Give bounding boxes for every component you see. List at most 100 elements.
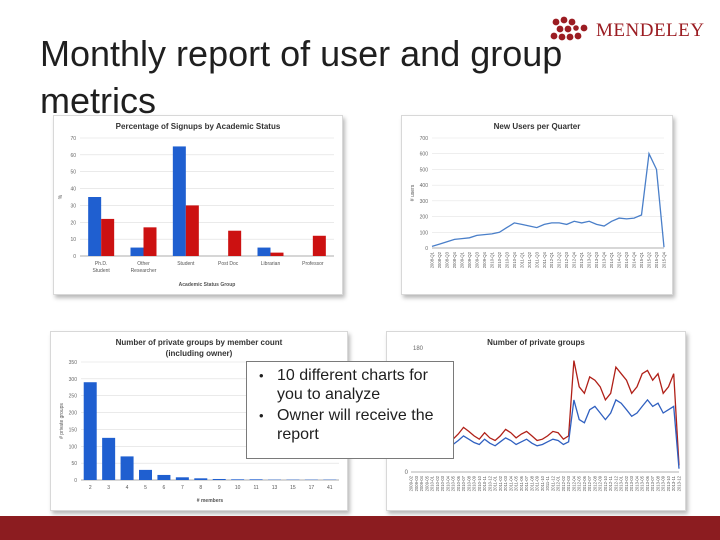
y-tick-label: 30 <box>70 203 76 209</box>
bar <box>194 478 208 480</box>
y-tick-label: 20 <box>70 220 76 226</box>
x-tick-label: 2011-12 <box>550 475 555 491</box>
x-tick-label: 2011-09 <box>535 475 540 491</box>
x-tick-label: 3 <box>107 485 110 491</box>
x-tick-label: Ph.D. <box>95 261 108 267</box>
x-tick-label: 6 <box>163 485 166 491</box>
chart-title: (including owner) <box>166 349 233 358</box>
x-tick-label: 2012-12 <box>613 475 618 491</box>
y-axis-label: % <box>58 194 64 199</box>
bar <box>312 235 326 256</box>
x-tick-label: 2010-09 <box>472 475 477 491</box>
x-tick-label: 2011-Q3 <box>534 251 539 268</box>
chart-title: Number of private groups by member count <box>116 338 283 347</box>
y-tick-label: 40 <box>70 187 76 193</box>
y-tick-label: 100 <box>420 230 429 236</box>
y-tick-label: 10 <box>70 237 76 243</box>
x-tick-label: 2013-08 <box>656 475 661 491</box>
x-tick-label: 2008-Q4 <box>452 251 457 268</box>
x-tick-label: Student <box>177 261 195 267</box>
bar <box>102 437 116 480</box>
footer-bar <box>0 516 720 540</box>
series-line <box>431 151 665 248</box>
x-tick-label: 2008-Q1 <box>430 251 435 268</box>
y-tick-label: 0 <box>74 478 77 484</box>
x-tick-label: 2015-Q2 <box>647 251 652 268</box>
x-tick-label: Post Doc <box>218 261 239 267</box>
x-tick-label: 2012-Q3 <box>564 251 569 268</box>
x-tick-label: 2010-06 <box>456 475 461 491</box>
x-tick-label: 2010-03 <box>440 475 445 491</box>
x-tick-label: 2015-Q4 <box>662 251 667 268</box>
x-tick-label: 2011-11 <box>545 475 550 490</box>
x-tick-label: 2010-Q2 <box>497 251 502 268</box>
y-tick-label: 300 <box>420 199 429 205</box>
y-tick-label: 500 <box>420 167 429 173</box>
x-tick-label: 2011-Q4 <box>542 251 547 268</box>
bar <box>185 205 199 256</box>
x-tick-label: 2013-Q1 <box>579 251 584 268</box>
x-tick-label: 2015-Q1 <box>639 251 644 268</box>
x-tick-label: 2013-12 <box>677 475 682 491</box>
bar <box>120 456 134 480</box>
x-tick-label: 2009-05 <box>424 475 429 491</box>
x-tick-label: 2010-Q4 <box>512 251 517 268</box>
callout-box: 10 different charts for you to analyze O… <box>246 361 454 459</box>
x-tick-label: 2012-Q4 <box>572 251 577 268</box>
chart-title: Number of private groups <box>487 338 585 347</box>
slide-title: Monthly report of user and group metrics <box>40 33 563 121</box>
x-tick-label: 2013-03 <box>629 475 634 491</box>
bar <box>88 197 102 256</box>
x-tick-label: 2 <box>89 485 92 491</box>
x-tick-label: 2010-08 <box>466 475 471 491</box>
x-tick-label: 9 <box>218 485 221 491</box>
x-tick-label: 2013-06 <box>645 475 650 491</box>
x-axis-label: # members <box>197 498 224 504</box>
series-line <box>410 398 680 469</box>
new-users-chart: New Users per Quarter 0 100 200 300 400 500 600… <box>410 122 667 268</box>
member-count-chart: Number of private groups by member count… <box>59 338 339 504</box>
x-tick-label: Other <box>137 261 150 267</box>
x-tick-label: 2012-08 <box>592 475 597 491</box>
bar <box>143 227 157 256</box>
x-tick-label: 2011-Q2 <box>527 251 532 268</box>
x-tick-label: 2012-11 <box>608 475 613 491</box>
callout-item: 10 different charts for you to analyze <box>255 366 445 404</box>
y-tick-label: 70 <box>70 136 76 142</box>
x-tick-label: 2012-02 <box>561 475 566 491</box>
x-tick-label: 2013-01 <box>619 475 624 491</box>
bar <box>83 382 97 480</box>
bar <box>212 478 226 480</box>
bar <box>130 247 144 256</box>
x-tick-label: 2012-05 <box>577 475 582 491</box>
x-tick-label: 2013-10 <box>666 475 671 491</box>
x-tick-label: 2009-Q3 <box>474 251 479 268</box>
bar <box>228 230 242 256</box>
x-tick-label: 2011-02 <box>498 475 503 491</box>
brand-name: MENDELEY <box>596 20 705 41</box>
y-tick-label: 180 <box>413 346 424 352</box>
x-tick-label: 2010-12 <box>487 475 492 491</box>
x-tick-label: 2012-07 <box>587 475 592 491</box>
y-axis-label: # users <box>410 184 416 201</box>
x-tick-label: 2014-Q2 <box>617 251 622 268</box>
x-tick-label: 2011-10 <box>540 475 545 491</box>
x-tick-label: 2010-05 <box>451 475 456 491</box>
x-tick-label: 2012-04 <box>571 475 576 491</box>
x-tick-label: 2012-06 <box>582 475 587 491</box>
chart-title: New Users per Quarter <box>494 122 581 131</box>
x-tick-label: 2013-11 <box>671 475 676 491</box>
x-tick-label: 2013-02 <box>624 475 629 491</box>
x-tick-label: 2010-Q3 <box>504 251 509 268</box>
x-tick-label: 2014-Q3 <box>624 251 629 268</box>
y-tick-label: 150 <box>69 427 78 433</box>
x-tick-label: 2013-Q2 <box>587 251 592 268</box>
x-tick-label: 2011-Q1 <box>519 251 524 268</box>
x-tick-label: 2010-02 <box>435 475 440 491</box>
y-tick-label: 200 <box>420 215 429 221</box>
new-users-chart-panel: New Users per Quarter 0 100 200 300 400 500 600… <box>401 115 673 295</box>
x-tick-label: 2012-Q2 <box>557 251 562 268</box>
y-tick-label: 250 <box>69 394 78 400</box>
x-tick-label: 15 <box>290 485 296 491</box>
x-tick-label: 2009-03 <box>414 475 419 491</box>
